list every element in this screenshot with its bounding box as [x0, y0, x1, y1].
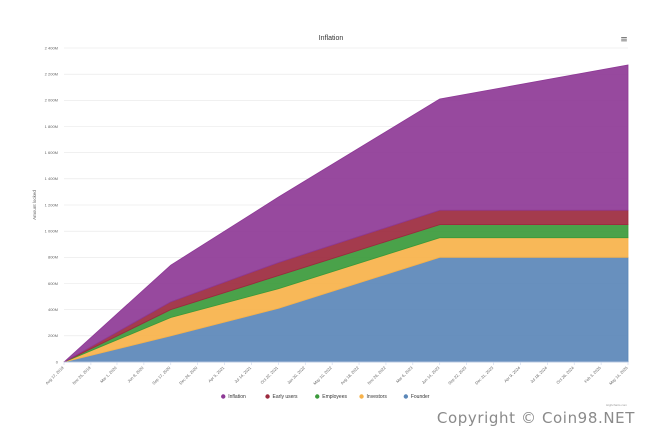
copyright-watermark: Copyright © Coin98.NET	[436, 409, 635, 427]
x-tick-label: Dec 26, 2020	[178, 365, 199, 386]
y-tick-label: 1 600M	[45, 150, 58, 155]
x-tick-label: Sep 22, 2023	[447, 365, 468, 386]
x-tick-label: Feb 3, 2025	[583, 365, 602, 384]
x-tick-label: Jan 30, 2022	[286, 365, 306, 385]
x-tick-label: Nov 26, 2022	[366, 365, 387, 386]
x-tick-label: Jun 9, 2020	[126, 365, 145, 384]
y-tick-label: 2 200M	[45, 72, 58, 77]
chart-title: Inflation	[319, 35, 344, 42]
x-tick-label: Oct 26, 2024	[555, 365, 575, 385]
y-tick-label: 400M	[48, 307, 58, 312]
chart-menu-button[interactable]: ≡	[618, 33, 630, 45]
legend-label: Early users	[273, 394, 299, 400]
y-tick-label: 1 200M	[45, 202, 58, 207]
legend-marker	[403, 394, 409, 399]
legend-item-investors[interactable]: Investors	[359, 394, 387, 400]
y-tick-label: 2 000M	[45, 98, 58, 103]
y-tick-label: 600M	[48, 281, 58, 286]
x-tick-label: Apr 5, 2021	[207, 365, 226, 384]
legend: Inflation Early users Employees Investors Fo…	[221, 394, 430, 400]
y-tick-label: 1 000M	[45, 229, 58, 234]
legend-label: Employees	[322, 394, 347, 400]
x-tick-label: Dec 31, 2023	[474, 365, 495, 386]
legend-marker	[221, 394, 226, 399]
legend-item-early-users[interactable]: Early users	[265, 394, 298, 400]
legend-marker	[265, 394, 270, 399]
legend-marker	[359, 394, 364, 399]
x-axis: Aug 17, 2019 Nov 25, 2019 Mar 1, 2020 Jun 9…	[44, 361, 629, 386]
legend-item-inflation[interactable]: Inflation	[221, 394, 246, 400]
x-tick-label: May 10, 2022	[312, 365, 333, 386]
y-tick-label: 1 800M	[45, 124, 58, 129]
x-tick-label: Apr 9, 2024	[503, 365, 522, 384]
chart-credits[interactable]: Highcharts.com	[606, 403, 627, 407]
legend-item-founder[interactable]: Founder	[403, 394, 430, 400]
x-tick-label: Nov 25, 2019	[71, 365, 92, 386]
x-tick-label: May 14, 2025	[608, 365, 629, 386]
x-tick-label: Aug 18, 2022	[339, 365, 360, 386]
legend-label: Inflation	[228, 394, 246, 400]
y-axis: 0 200M 400M 600M 800M 1 000M 1 200M 1 400M 1 600…	[45, 45, 59, 364]
y-tick-label: 2 400M	[45, 45, 58, 50]
legend-item-employees[interactable]: Employees	[315, 394, 347, 400]
y-tick-label: 1 400M	[45, 176, 58, 181]
x-tick-label: Jul 14, 2021	[233, 365, 252, 384]
legend-label: Founder	[411, 394, 430, 400]
x-tick-label: Sep 17, 2020	[151, 365, 172, 386]
y-tick-label: 200M	[48, 333, 58, 338]
x-tick-label: Mar 6, 2023	[395, 365, 414, 384]
legend-marker	[315, 394, 320, 399]
area-inflation	[63, 64, 629, 363]
x-tick-label: Aug 17, 2019	[44, 365, 65, 386]
y-tick-label: 800M	[48, 255, 58, 260]
y-axis-title: Amount locked	[32, 190, 37, 220]
x-tick-label: Mar 1, 2020	[99, 365, 118, 384]
legend-label: Investors	[367, 394, 388, 400]
x-tick-label: Jul 18, 2024	[529, 365, 548, 384]
x-tick-label: Jun 14, 2023	[421, 365, 441, 385]
x-tick-label: Oct 22, 2021	[259, 365, 279, 385]
stacked-areas	[63, 64, 629, 363]
y-tick-label: 0	[56, 359, 59, 364]
hamburger-menu-icon[interactable]: ≡	[620, 35, 628, 45]
